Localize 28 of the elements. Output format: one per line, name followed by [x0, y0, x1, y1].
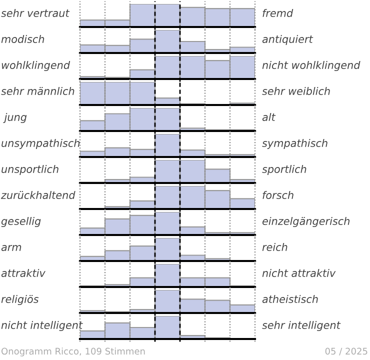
- text: sehr intelligent: [262, 320, 341, 332]
- text: sehr männlich: [1, 86, 74, 96]
- text: sympathisch: [262, 138, 328, 150]
- text: religiös: [1, 294, 39, 306]
- text: forsch: [262, 190, 294, 200]
- text: attraktiv: [1, 268, 46, 278]
- text: 05 / 2025: [325, 348, 368, 356]
- text: sportlich: [262, 164, 306, 176]
- text: reich: [262, 242, 288, 252]
- text: nicht wohlklingend: [262, 60, 360, 72]
- text: modisch: [1, 34, 44, 44]
- text: zurückhaltend: [0, 190, 76, 200]
- text: arm: [1, 245, 22, 252]
- text: gesellig: [1, 216, 41, 228]
- text: sehr weiblich: [262, 86, 330, 96]
- text: wohlklingend: [2, 60, 70, 72]
- annotation: nicht intelligent: [1, 320, 83, 332]
- text: atheistisch: [262, 294, 318, 304]
- text: antiquiert: [262, 34, 314, 46]
- text: jung: [3, 112, 27, 124]
- text: alt: [262, 112, 276, 122]
- text: Onogramm Ricco, 109 Stimmen: [2, 348, 145, 356]
- text: unsympathisch: [2, 138, 80, 150]
- text: sehr vertraut: [1, 8, 70, 18]
- text: einzelgängerisch: [262, 216, 350, 228]
- text: unsportlich: [2, 164, 58, 176]
- text: fremd: [262, 8, 294, 18]
- text: nicht attraktiv: [262, 268, 336, 278]
